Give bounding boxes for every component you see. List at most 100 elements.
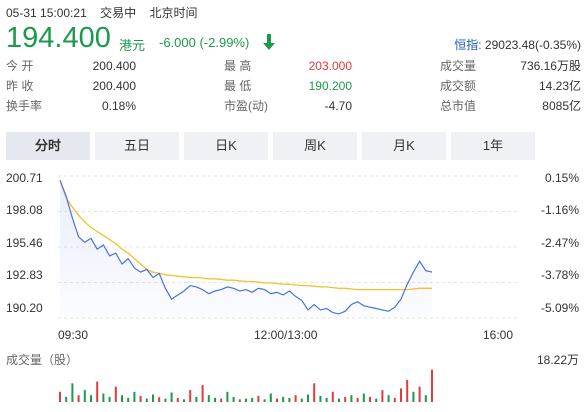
volume-bar [71,383,74,402]
volume-bar [418,386,421,402]
volume-bar [90,395,92,402]
volume-bar [307,394,309,402]
stat-value: 736.16万股 [520,59,581,73]
volume-bar [381,390,384,402]
trading-status-text: 交易中 [100,6,137,20]
tab-five-day[interactable]: 五日 [95,132,179,160]
stat-label: 最 高 [224,59,252,73]
tab-weekly-k[interactable]: 周K [273,132,357,160]
price-change: -6.000 (-2.99%) [159,35,250,50]
volume-bar [108,396,111,402]
volume-bar [83,390,86,402]
index-info[interactable]: 恒指: 29023.48(-0.35%) [454,36,581,53]
tab-daily-k[interactable]: 日K [184,132,268,160]
y-tick-right: -3.78% [540,268,579,282]
volume-bar [164,398,167,402]
volume-bar [331,391,334,402]
stat-value: 203.000 [308,59,352,73]
stat-prev-close: 昨 收 200.400 [6,77,136,95]
volume-bar [325,397,328,402]
volume-bar [245,398,247,402]
volume-bar [220,398,223,402]
volume-bar [158,397,161,402]
stat-label: 今 开 [6,59,34,73]
volume-bar [65,396,68,402]
volume-bar [214,397,216,402]
x-tick: 09:30 [58,328,89,342]
volume-bar [96,381,99,402]
stat-value: 0.18% [101,99,136,113]
volume-max: 18.22万 [536,353,579,367]
stat-label: 总市值 [440,99,477,113]
tab-monthly-k[interactable]: 月K [362,132,446,160]
y-tick-left: 200.71 [6,171,43,185]
y-tick-left: 198.08 [6,203,43,217]
index-label[interactable]: 恒指: [454,38,482,52]
volume-bar [300,398,303,402]
y-tick-left: 192.83 [6,268,43,282]
index-value: 29023.48(-0.35%) [484,38,581,52]
volume-bar [251,397,254,402]
volume-bar [369,396,371,402]
stat-value: 200.400 [92,79,136,93]
volume-bar [176,397,179,402]
volume-bar [170,392,173,402]
volume-bar [313,383,316,402]
price-area [60,180,432,318]
volume-bar [77,395,80,402]
stat-label: 昨 收 [6,79,34,93]
volume-bar [114,386,117,402]
volume-bar [338,398,340,402]
stat-value: -4.70 [324,99,352,113]
currency-label: 港元 [119,38,146,53]
stat-value: 8085亿 [542,99,581,113]
stat-pe: 市盈(动) -4.70 [224,97,352,115]
price-row: 194.400 港元 -6.000 (-2.99%) 恒指: 29023.48(… [6,20,581,54]
volume-title: 成交量（股） [6,353,79,367]
volume-bar [288,397,291,402]
volume-bar [412,391,415,402]
tab-one-year[interactable]: 1年 [451,132,535,160]
volume-bar [294,395,297,402]
current-price: 194.400 [6,22,111,54]
volume-bar [344,396,347,402]
volume-bar [183,399,185,402]
chart-svg [58,175,520,402]
stat-volume: 成交量 736.16万股 [440,57,581,75]
stat-label: 成交额 [440,79,477,93]
volume-bar [362,393,365,402]
stat-amount: 成交额 14.23亿 [440,77,581,95]
volume-bar [152,394,154,402]
volume-bar [59,391,61,402]
volume-bar [375,398,378,402]
stat-label: 成交量 [440,59,477,73]
stat-label: 换手率 [6,99,43,113]
stat-value: 190.200 [308,79,352,93]
volume-bar [257,395,260,402]
y-tick-right: -5.09% [540,301,579,315]
tab-intraday[interactable]: 分时 [6,132,90,160]
volume-bar [319,395,322,402]
y-tick-right: -2.47% [540,236,579,250]
stat-label: 最 低 [224,79,252,93]
volume-bar [393,397,396,402]
stat-label: 市盈(动) [224,99,268,113]
volume-bar [431,369,433,402]
y-tick-right: -1.16% [540,203,579,217]
down-arrow-icon [263,34,275,50]
volume-bar [400,388,402,402]
intraday-chart[interactable]: 200.71 198.08 195.46 192.83 190.20 0.15%… [0,168,587,412]
volume-bar [127,397,130,402]
chart-period-tabs: 分时 五日 日K 周K 月K 1年 [6,132,581,160]
volume-bar [387,395,390,402]
volume-bar [201,385,204,402]
volume-bar [133,391,136,402]
volume-bar [121,395,123,402]
x-tick: 12:00/13:00 [254,328,318,342]
stat-open: 今 开 200.400 [6,57,136,75]
y-tick-right: 0.15% [544,171,579,185]
price-line [59,179,433,315]
stat-value: 14.23亿 [538,79,581,93]
volume-bar [195,396,198,402]
y-tick-left: 190.20 [6,301,43,315]
